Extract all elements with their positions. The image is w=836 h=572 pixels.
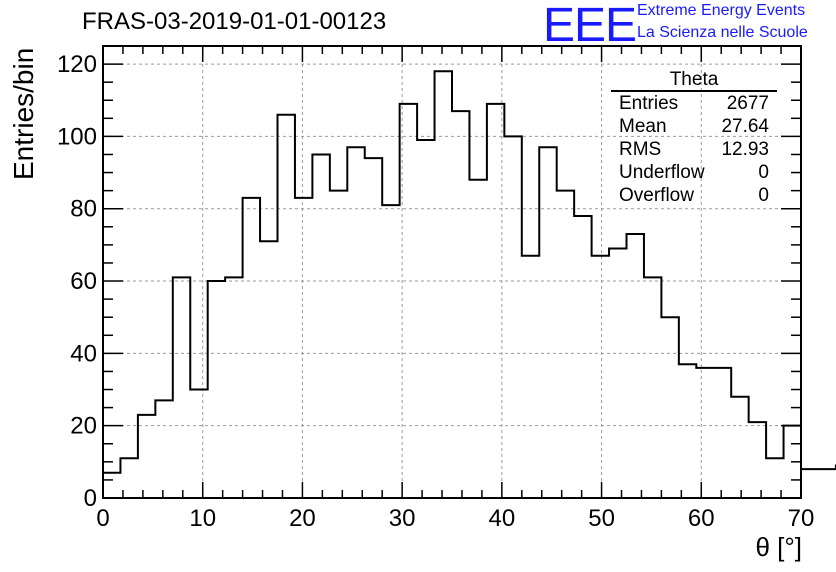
stats-row: Entries 2677 xyxy=(611,92,777,115)
y-tick-label: 120 xyxy=(57,51,97,78)
eee-logo: EEE xyxy=(543,0,637,52)
stats-label: Entries xyxy=(619,93,679,114)
stats-label: Overflow xyxy=(619,185,694,206)
y-tick-label: 40 xyxy=(70,340,97,367)
grid-lines xyxy=(103,46,801,498)
stats-label: Mean xyxy=(619,116,667,137)
stats-box: Theta Entries 2677 Mean 27.64 RMS 12.93 Und… xyxy=(611,70,777,207)
y-tick-label: 80 xyxy=(70,196,97,223)
y-tick-label: 0 xyxy=(84,485,97,512)
stats-row: RMS 12.93 xyxy=(611,138,777,161)
x-tick-label: 50 xyxy=(588,505,615,532)
stats-value: 0 xyxy=(758,162,769,183)
logo-line-2: La Scienza nelle Scuole xyxy=(637,24,808,41)
chart-title: FRAS-03-2019-01-01-00123 xyxy=(82,8,387,35)
y-tick-label: 60 xyxy=(70,268,97,295)
stats-label: Underflow xyxy=(619,162,705,183)
stats-title: Theta xyxy=(611,70,777,92)
x-tick-label: 20 xyxy=(289,505,316,532)
stats-value: 0 xyxy=(758,185,769,206)
x-tick-label: 40 xyxy=(489,505,516,532)
logo-line-1: Extreme Energy Events xyxy=(637,2,806,19)
x-tick-labels: 0 10 20 30 40 50 60 70 xyxy=(96,505,814,532)
stats-row: Overflow 0 xyxy=(611,184,777,207)
y-tick-label: 100 xyxy=(57,123,97,150)
y-tick-labels: 0 20 40 60 80 100 120 xyxy=(57,51,97,512)
x-tick-label: 70 xyxy=(788,505,815,532)
x-tick-label: 60 xyxy=(688,505,715,532)
y-tick-label: 20 xyxy=(70,413,97,440)
stats-row: Mean 27.64 xyxy=(611,115,777,138)
stats-label: RMS xyxy=(619,139,662,160)
histogram-series-theta xyxy=(102,70,836,498)
y-axis-label: Entries/bin xyxy=(8,47,39,180)
x-tick-label: 30 xyxy=(389,505,416,532)
stats-row: Underflow 0 xyxy=(611,161,777,184)
x-tick-label: 10 xyxy=(189,505,216,532)
x-axis-label: θ [°] xyxy=(755,532,802,562)
x-tick-label: 0 xyxy=(96,505,109,532)
stats-value: 27.64 xyxy=(721,116,769,137)
plot-frame xyxy=(102,45,802,499)
stats-value: 2677 xyxy=(726,93,769,114)
stats-value: 12.93 xyxy=(721,139,769,160)
